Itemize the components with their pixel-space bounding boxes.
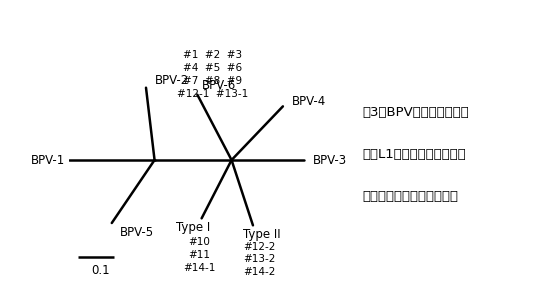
Text: 0.1: 0.1	[92, 264, 110, 277]
Text: Type I: Type I	[176, 221, 210, 234]
Text: #12-2
#13-2
#14-2: #12-2 #13-2 #14-2	[243, 242, 275, 277]
Text: BPV-5: BPV-5	[120, 226, 155, 239]
Text: BPV-4: BPV-4	[291, 95, 326, 108]
Text: BPV-1: BPV-1	[30, 154, 65, 167]
Text: BPV-2: BPV-2	[155, 74, 189, 87]
Text: とに作製した無根型系統樹: とに作製した無根型系統樹	[362, 190, 458, 203]
Text: #1  #2  #3
#4  #5  #6
#7  #8  #9
#12-1  #13-1: #1 #2 #3 #4 #5 #6 #7 #8 #9 #12-1 #13-1	[177, 50, 248, 99]
Text: #10
#11
#14-1: #10 #11 #14-1	[183, 237, 216, 273]
Text: BPV-6: BPV-6	[201, 79, 236, 92]
Text: 図3　BPV主要外殻蛋白遺: 図3 BPV主要外殻蛋白遺	[362, 106, 469, 119]
Text: BPV-3: BPV-3	[313, 154, 347, 167]
Text: Type II: Type II	[243, 228, 280, 241]
Text: 伝子L1領域の塩基配列をも: 伝子L1領域の塩基配列をも	[362, 148, 466, 161]
